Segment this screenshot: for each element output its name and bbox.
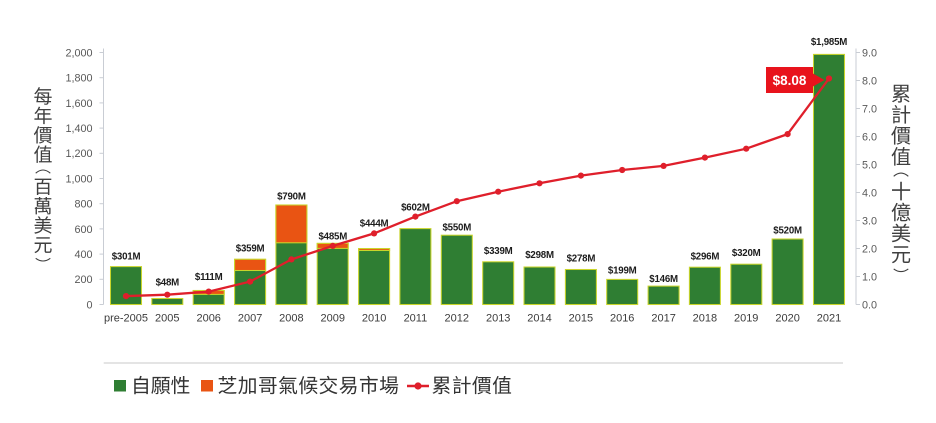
svg-text:$520M: $520M	[773, 225, 802, 236]
svg-text:2016: 2016	[610, 312, 634, 324]
svg-text:$301M: $301M	[112, 251, 141, 262]
svg-text:2.0: 2.0	[862, 243, 877, 255]
svg-text:0.0: 0.0	[862, 299, 877, 311]
svg-text:pre-2005: pre-2005	[104, 312, 148, 324]
svg-text:6.0: 6.0	[862, 131, 877, 143]
svg-text:2012: 2012	[445, 312, 469, 324]
svg-text:$48M: $48M	[156, 277, 180, 288]
svg-text:2006: 2006	[196, 312, 220, 324]
svg-text:$550M: $550M	[442, 222, 471, 233]
svg-text:4.0: 4.0	[862, 187, 877, 199]
svg-text:$320M: $320M	[732, 248, 761, 259]
svg-text:8.0: 8.0	[862, 75, 877, 87]
svg-text:$1,985M: $1,985M	[811, 37, 847, 48]
svg-text:2005: 2005	[155, 312, 179, 324]
svg-text:2,000: 2,000	[65, 47, 92, 59]
svg-text:2010: 2010	[362, 312, 386, 324]
svg-text:2008: 2008	[279, 312, 303, 324]
svg-text:1,200: 1,200	[65, 148, 92, 160]
svg-text:1,000: 1,000	[65, 173, 92, 185]
svg-text:3.0: 3.0	[862, 215, 877, 227]
svg-text:7.0: 7.0	[862, 103, 877, 115]
svg-text:$602M: $602M	[401, 202, 430, 213]
svg-text:600: 600	[74, 224, 92, 236]
svg-text:400: 400	[74, 249, 92, 261]
svg-text:2013: 2013	[486, 312, 510, 324]
svg-text:$485M: $485M	[318, 231, 347, 242]
svg-text:$298M: $298M	[525, 250, 554, 261]
svg-text:2015: 2015	[569, 312, 593, 324]
svg-text:5.0: 5.0	[862, 159, 877, 171]
svg-text:2007: 2007	[238, 312, 262, 324]
svg-text:$146M: $146M	[649, 274, 678, 285]
svg-text:$8.08: $8.08	[773, 73, 807, 88]
svg-text:$199M: $199M	[608, 265, 637, 276]
svg-text:2014: 2014	[527, 312, 551, 324]
svg-text:1,600: 1,600	[65, 98, 92, 110]
svg-text:0: 0	[86, 299, 92, 311]
svg-text:200: 200	[74, 274, 92, 286]
svg-text:2018: 2018	[693, 312, 717, 324]
svg-text:1.0: 1.0	[862, 271, 877, 283]
svg-text:1,400: 1,400	[65, 123, 92, 135]
svg-text:$790M: $790M	[277, 191, 306, 202]
svg-text:$359M: $359M	[236, 243, 265, 254]
svg-text:$111M: $111M	[195, 272, 223, 283]
svg-text:$444M: $444M	[360, 218, 389, 229]
svg-text:2017: 2017	[651, 312, 675, 324]
svg-text:$278M: $278M	[567, 253, 596, 264]
svg-text:800: 800	[74, 199, 92, 211]
svg-text:2019: 2019	[734, 312, 758, 324]
svg-text:$296M: $296M	[691, 251, 720, 262]
svg-text:9.0: 9.0	[862, 47, 877, 59]
svg-text:2011: 2011	[404, 312, 428, 324]
svg-text:$339M: $339M	[484, 246, 513, 257]
svg-text:1,800: 1,800	[65, 73, 92, 85]
svg-text:2009: 2009	[321, 312, 345, 324]
svg-text:2021: 2021	[817, 312, 841, 324]
svg-text:2020: 2020	[775, 312, 799, 324]
